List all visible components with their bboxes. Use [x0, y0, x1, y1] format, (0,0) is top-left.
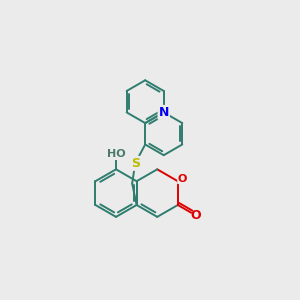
Text: O: O [178, 173, 187, 184]
Text: O: O [190, 209, 201, 222]
Text: N: N [158, 106, 169, 119]
Text: S: S [130, 157, 140, 170]
Text: HO: HO [107, 149, 125, 160]
